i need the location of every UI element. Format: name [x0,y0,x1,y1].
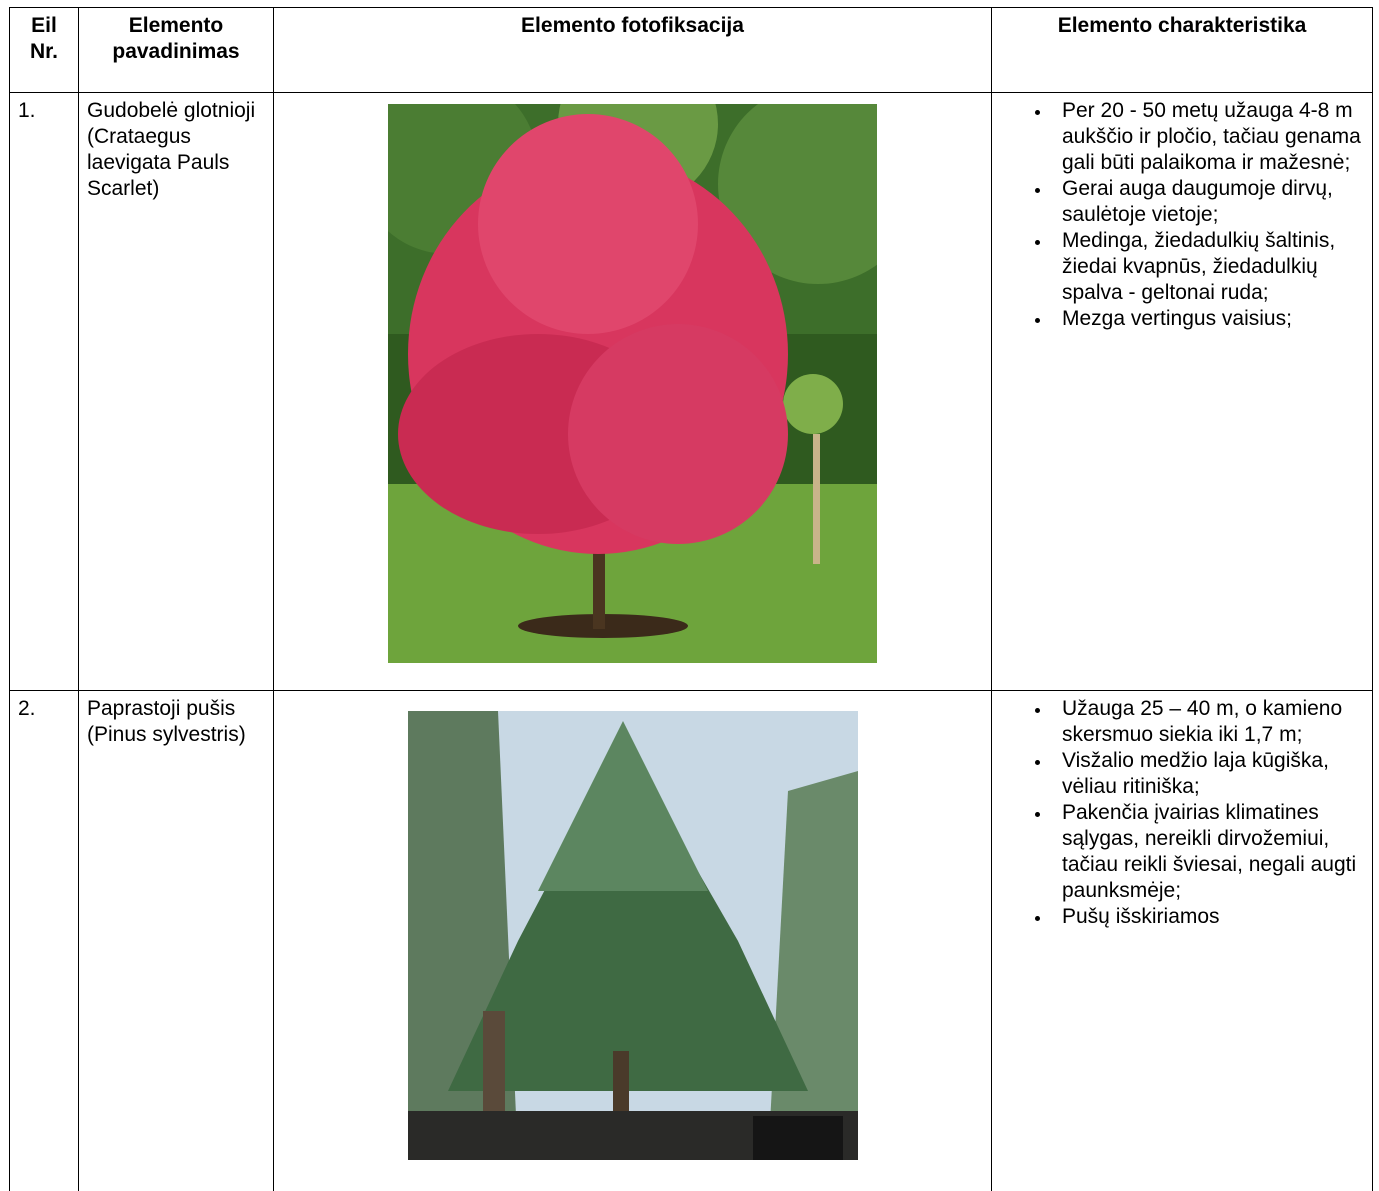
elements-table: Eil Nr. Elemento pavadinimas Elemento fo… [9,7,1373,1191]
hawthorn-photo [358,44,918,663]
bullet: Mezga vertingus vaisius; [1052,306,1364,332]
bullet: Medinga, žiedadulkių šaltinis, žiedai kv… [1052,228,1364,306]
header-cell: Elemento charakteristika [991,7,1373,93]
header-cell: Elemento pavadinimas [78,7,274,93]
bullet: Gerai auga daugumoje dirvų, saulėtoje vi… [1052,176,1364,228]
number-cell: 2. [9,690,79,1191]
header-cell: Elemento fotofiksacija [273,7,992,93]
photo-cell [273,690,992,1191]
name-cell: Paprastoji pušis (Pinus sylvestris) [78,690,274,1191]
pine-photo [407,711,858,1160]
table-row: 1. Gudobelė glotnioji (Crataegus laeviga… [9,44,1373,691]
header-cell: Eil Nr. [9,7,79,93]
number-cell: 1. [9,92,79,691]
table-row: 2. Paprastoji pušis (Pinus sylvestris) U… [9,690,1373,1191]
bullet: Užauga 25 – 40 m, o kamieno skersmuo sie… [1052,696,1364,748]
bullet-list: Užauga 25 – 40 m, o kamieno skersmuo sie… [1000,696,1364,930]
bullet: Pakenčia įvairias klimatines sąlygas, ne… [1052,800,1364,904]
bullet-list: Per 20 - 50 metų užauga 4-8 m aukščio ir… [1000,98,1364,332]
photo-cell [273,44,992,691]
name-cell: Gudobelė glotnioji (Crataegus laevigata … [78,92,274,691]
bullet: Per 20 - 50 metų užauga 4-8 m aukščio ir… [1052,98,1364,176]
characteristics-cell: Per 20 - 50 metų užauga 4-8 m aukščio ir… [991,92,1373,691]
bullet: Visžalio medžio laja kūgiška, vėliau rit… [1052,748,1364,800]
bullet: Pušų išskiriamos [1052,904,1364,930]
header-row: Eil Nr. Elemento pavadinimas Elemento fo… [9,7,1373,93]
characteristics-cell: Užauga 25 – 40 m, o kamieno skersmuo sie… [991,690,1373,1191]
